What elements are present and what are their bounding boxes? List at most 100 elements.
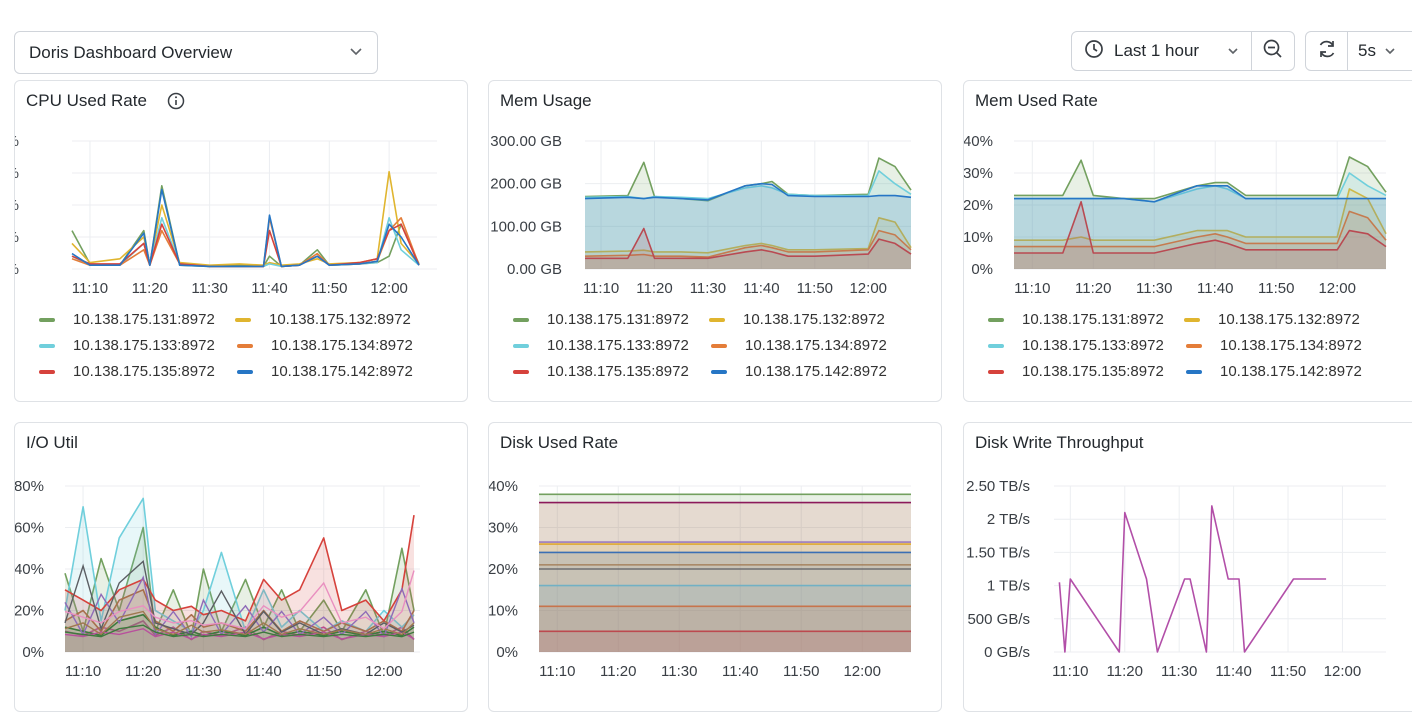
y-tick-label: 0 GB/s — [984, 644, 1030, 661]
x-tick-label: 11:10 — [1052, 663, 1088, 680]
series-area — [585, 183, 911, 269]
legend-swatch — [39, 369, 55, 374]
y-tick-label: 300.00 GB — [490, 133, 562, 150]
legend-item[interactable]: 10.138.175.131:8972 — [988, 311, 1164, 328]
legend-item[interactable]: 10.138.175.132:8972 — [709, 311, 885, 328]
x-tick-label: 11:30 — [690, 280, 726, 297]
refresh-button[interactable] — [1306, 32, 1348, 70]
y-tick-label: 25% — [15, 229, 19, 246]
y-tick-label: 40% — [15, 561, 44, 578]
x-tick-label: 11:50 — [311, 280, 347, 297]
x-tick-label: 11:40 — [245, 663, 281, 680]
legend-item[interactable]: 10.138.175.135:8972 — [988, 363, 1164, 380]
x-tick-label: 11:50 — [797, 280, 833, 297]
legend-item[interactable]: 10.138.175.134:8972 — [237, 337, 413, 354]
refresh-icon — [1316, 38, 1338, 65]
disk-used-rate-chart: 40% 30% 20% 10% 0% 11:10 11:20 11:30 11:40 11:50 1… — [489, 478, 911, 680]
series-line — [584, 182, 912, 201]
x-tick-label: 11:30 — [661, 663, 697, 680]
refresh-interval-picker[interactable]: 5s — [1348, 32, 1406, 70]
legend-item[interactable]: 10.138.175.131:8972 — [513, 311, 689, 328]
legend-swatch — [237, 369, 253, 374]
legend-item[interactable]: 10.138.175.132:8972 — [235, 311, 411, 328]
legend-label: 10.138.175.142:8972 — [745, 363, 887, 380]
x-tick-label: 11:30 — [185, 663, 221, 680]
legend-item[interactable]: 10.138.175.135:8972 — [513, 363, 689, 380]
series-line — [1014, 185, 1386, 203]
time-range-picker[interactable]: Last 1 hour — [1072, 32, 1252, 70]
legend-swatch — [513, 369, 529, 374]
y-tick-label: 0% — [971, 261, 993, 278]
x-tick-label: 11:10 — [583, 280, 619, 297]
legend-item[interactable]: 10.138.175.131:8972 — [39, 311, 215, 328]
y-tick-label: 50% — [15, 197, 19, 214]
panel-title: Disk Write Throughput — [975, 433, 1144, 453]
y-tick-label: 200.00 GB — [490, 176, 562, 193]
legend-swatch — [988, 343, 1004, 348]
legend-item[interactable]: 10.138.175.133:8972 — [39, 337, 215, 354]
info-icon[interactable] — [167, 92, 185, 110]
x-tick-label: 11:10 — [65, 663, 101, 680]
series-line — [64, 620, 415, 641]
chevron-down-icon — [1227, 44, 1239, 58]
legend-swatch — [988, 369, 1004, 374]
series-line — [585, 227, 912, 260]
zoom-out-button[interactable] — [1252, 32, 1294, 70]
series-line — [64, 610, 415, 636]
legend-item[interactable]: 10.138.175.135:8972 — [39, 363, 215, 380]
legend-label: 10.138.175.133:8972 — [547, 337, 689, 354]
cpu-chart: 100% 75% 50% 25% 0% 11:10 11:20 11:30 11:40 11:50… — [15, 133, 437, 297]
legend-item[interactable]: 10.138.175.132:8972 — [1184, 311, 1360, 328]
series-line — [64, 589, 415, 633]
legend-swatch — [513, 343, 529, 348]
series-line — [71, 170, 420, 266]
disk-write-throughput-chart: 2.50 TB/s 2 TB/s 1.50 TB/s 1 TB/s 500 GB/s 0 … — [966, 478, 1386, 680]
legend-label: 10.138.175.131:8972 — [73, 311, 215, 328]
legend-label: 10.138.175.135:8972 — [547, 363, 689, 380]
legend-item[interactable]: 10.138.175.134:8972 — [711, 337, 887, 354]
legend-label: 10.138.175.134:8972 — [1220, 337, 1362, 354]
series-area — [585, 158, 911, 269]
series-line — [584, 229, 912, 258]
legend-label: 10.138.175.131:8972 — [547, 311, 689, 328]
legend-item[interactable]: 10.138.175.134:8972 — [1186, 337, 1362, 354]
x-tick-label: 11:30 — [1136, 280, 1172, 297]
series-line — [1014, 210, 1387, 248]
y-tick-label: 100% — [15, 133, 19, 150]
series-line — [584, 217, 912, 254]
clock-icon — [1084, 39, 1104, 64]
legend-label: 10.138.175.132:8972 — [743, 311, 885, 328]
mem-used-rate-chart: 40% 30% 20% 10% 0% 11:10 11:20 11:30 11:40 11:50 1… — [964, 133, 1387, 297]
panel-title-text: CPU Used Rate — [26, 91, 147, 110]
x-tick-label: 12:00 — [365, 663, 403, 680]
x-tick-label: 11:50 — [783, 663, 819, 680]
legend-label: 10.138.175.131:8972 — [1022, 311, 1164, 328]
legend-item[interactable]: 10.138.175.142:8972 — [237, 363, 413, 380]
refresh-interval-label: 5s — [1358, 41, 1376, 60]
legend-swatch — [709, 317, 725, 322]
legend-label: 10.138.175.133:8972 — [73, 337, 215, 354]
legend-label: 10.138.175.134:8972 — [271, 337, 413, 354]
series-area — [539, 494, 911, 652]
series-line — [64, 627, 415, 640]
series-line — [1058, 505, 1327, 653]
refresh-group: 5s — [1305, 31, 1412, 71]
legend-item[interactable]: 10.138.175.133:8972 — [513, 337, 689, 354]
legend-label: 10.138.175.135:8972 — [73, 363, 215, 380]
y-tick-label: 10% — [489, 603, 518, 620]
legend-item[interactable]: 10.138.175.142:8972 — [1186, 363, 1362, 380]
legend-item[interactable]: 10.138.175.133:8972 — [988, 337, 1164, 354]
legend-label: 10.138.175.133:8972 — [1022, 337, 1164, 354]
legend-label: 10.138.175.132:8972 — [1218, 311, 1360, 328]
x-tick-label: 12:00 — [843, 663, 881, 680]
y-tick-label: 1.50 TB/s — [966, 544, 1030, 561]
y-tick-label: 40% — [964, 133, 993, 150]
series-line — [64, 624, 415, 638]
legend-item[interactable]: 10.138.175.142:8972 — [711, 363, 887, 380]
panel-title: Disk Used Rate — [500, 433, 618, 453]
dashboard-select[interactable]: Doris Dashboard Overview — [14, 31, 378, 74]
y-tick-label: 40% — [489, 478, 518, 495]
x-tick-label: 11:50 — [306, 663, 342, 680]
series-area — [1014, 201, 1386, 269]
legend-swatch — [235, 317, 251, 322]
